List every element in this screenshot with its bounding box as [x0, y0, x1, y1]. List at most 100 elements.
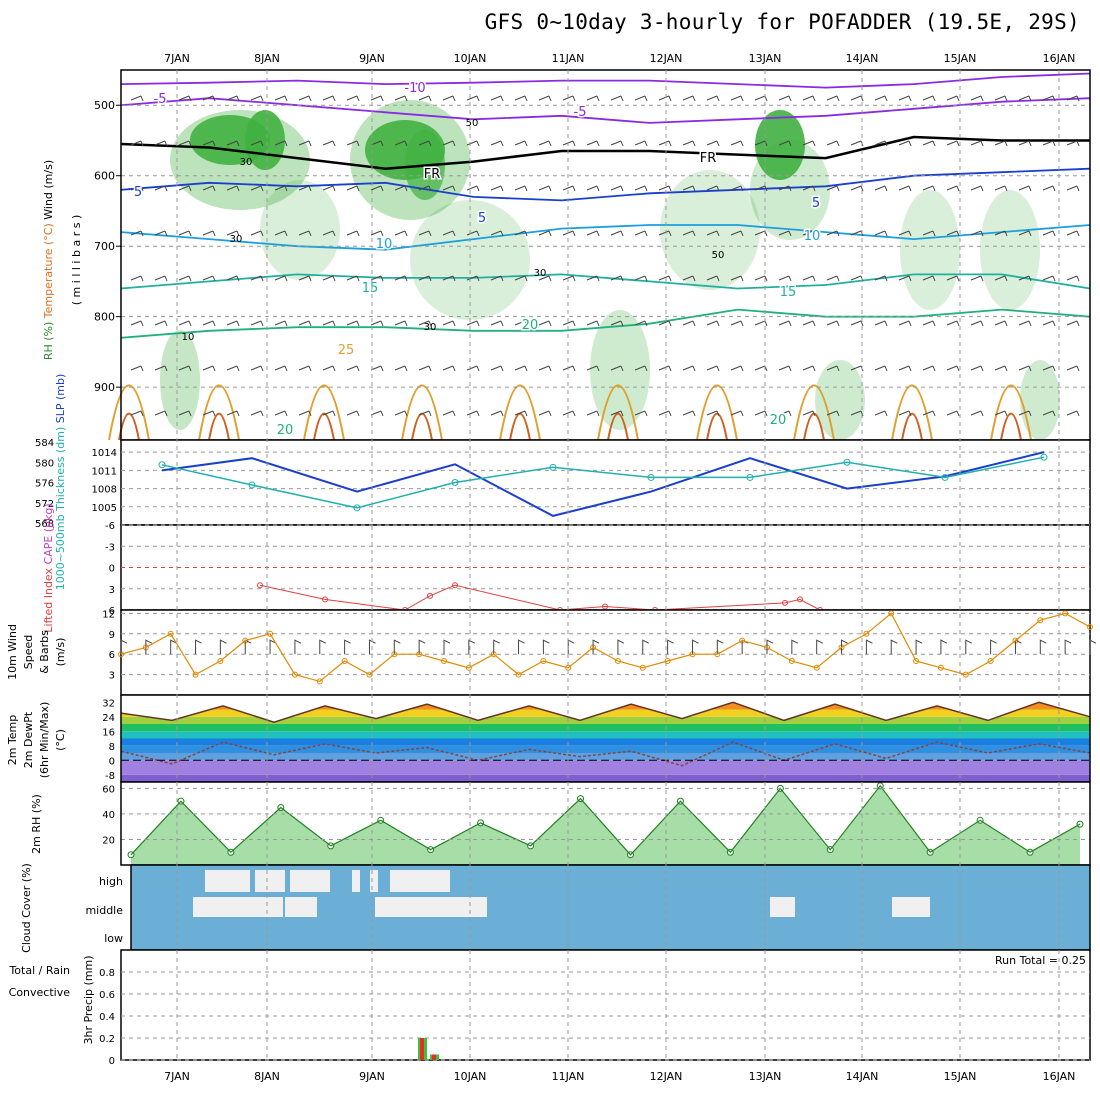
wind-barb: [178, 410, 192, 417]
wind-speed-point: [1062, 610, 1069, 617]
wind-barb: [250, 275, 264, 282]
precip-legend-conv: Convective: [9, 986, 71, 999]
slp-ylabel: SLP (mb): [54, 374, 67, 424]
wind-barb: [202, 185, 216, 192]
precip-legend-total: Total / Rain: [8, 964, 70, 977]
wind-barb: [178, 365, 192, 372]
wind-barb: [130, 320, 144, 327]
pressure-tick-label: 600: [94, 170, 115, 183]
rh-area: [131, 785, 1080, 865]
wind-speed-point: [316, 678, 323, 685]
ylabel-part: Temperature (°C): [42, 220, 55, 319]
wind-barb: [994, 365, 1008, 372]
wind-barb: [850, 95, 864, 102]
contour-label: 5: [812, 196, 820, 211]
wind-barb-10m: [691, 639, 699, 655]
wind-barb: [490, 140, 504, 147]
wind-barb: [178, 230, 192, 237]
cloud-ylabel: Cloud Cover (%): [20, 863, 33, 953]
contour-label: 10: [376, 237, 393, 252]
wind-barb: [154, 140, 168, 147]
wind-barb: [874, 365, 888, 372]
wind-barb: [586, 320, 600, 327]
wind-barb: [178, 140, 192, 147]
wind-barb: [586, 410, 600, 417]
upper-air-ylabel-text: RH (%) Temperature (°C) Wind (m/s): [42, 160, 55, 360]
wind-barb: [802, 410, 816, 417]
wind-barb: [1018, 230, 1032, 237]
wind-barb: [514, 410, 528, 417]
wind-speed-point: [341, 658, 348, 664]
precip-tick-label: 0.6: [99, 990, 115, 1001]
wind-barb: [466, 410, 480, 417]
wind-barb: [922, 275, 936, 282]
wind-barb-10m: [990, 639, 997, 655]
contour-label: 15: [362, 281, 379, 296]
cloud-mid-block: [305, 897, 317, 917]
rh-blob: [410, 200, 530, 320]
wind-barb: [130, 230, 144, 237]
wind-barb: [178, 95, 192, 102]
wind-barb: [1018, 365, 1032, 372]
cloud-high-block: [255, 870, 285, 892]
cloud-high-block: [352, 870, 360, 892]
temp-tick-label: 24: [102, 713, 115, 724]
wind-speed-point: [614, 658, 621, 664]
wind-barb: [274, 140, 288, 147]
wind-barb: [418, 140, 432, 147]
wind-ylabel: 10m Wind: [6, 624, 19, 680]
wind-barb: [442, 230, 456, 237]
precip-tick-label: 0.2: [99, 1034, 115, 1045]
wind-barb: [226, 95, 240, 102]
li-point: [257, 582, 263, 589]
isotherm-25-bump: [696, 384, 738, 441]
temp-band: [121, 709, 1090, 717]
wind-barb: [634, 320, 648, 327]
temp-ylabel-part: (6hr Min/Max): [38, 702, 51, 779]
wind-barb: [1018, 185, 1032, 192]
wind-barb: [994, 140, 1008, 147]
wind-barb: [154, 185, 168, 192]
wind-barb: [298, 140, 312, 147]
wind-barb: [1066, 185, 1080, 192]
wind-speed-point: [863, 630, 870, 637]
wind-barb: [490, 320, 504, 327]
wind-barb: [538, 140, 552, 147]
wind-barb: [874, 320, 888, 327]
wind-barb: [250, 320, 264, 327]
pressure-tick-label: 900: [94, 381, 115, 394]
wind-barb: [802, 320, 816, 327]
top-day-label: 15JAN: [944, 52, 977, 65]
temp-band: [121, 760, 1090, 775]
wind-barb: [226, 410, 240, 417]
wind-barb: [466, 365, 480, 372]
precip-tick-label: 0.4: [99, 1012, 115, 1023]
wind-speed-line: [120, 612, 1091, 683]
wind-barb: [298, 365, 312, 372]
precip-conv-bar: [432, 1054, 436, 1060]
wind-barb: [802, 185, 816, 192]
wind-speed-point: [366, 671, 373, 678]
isotherm-15: [120, 273, 1091, 290]
cloud-high-block: [290, 870, 330, 892]
thickness-ylabel-text: 1000~500mb Thickness (dm) SLP (mb): [54, 374, 67, 591]
wind-barb: [826, 140, 840, 147]
top-day-label: 14JAN: [846, 52, 879, 65]
wind-speed-point: [1037, 617, 1044, 624]
wind-barb-10m: [219, 639, 227, 655]
stability-tick-label: -3: [105, 542, 115, 553]
temp-band: [121, 753, 1090, 761]
wind-barb: [442, 140, 456, 147]
wind-barb: [394, 275, 408, 282]
wind-barb: [1042, 230, 1056, 237]
cloud-level-label: low: [104, 932, 123, 945]
thickness-tick-label: 580: [35, 458, 54, 469]
top-day-label: 13JAN: [749, 52, 782, 65]
wind-barb: [658, 185, 672, 192]
wind-barb-10m: [269, 639, 277, 655]
contour-label: 20: [522, 318, 539, 333]
slp-tick-label: 1008: [92, 485, 117, 496]
wind-barb: [1018, 275, 1032, 282]
wind-barb: [346, 230, 360, 237]
